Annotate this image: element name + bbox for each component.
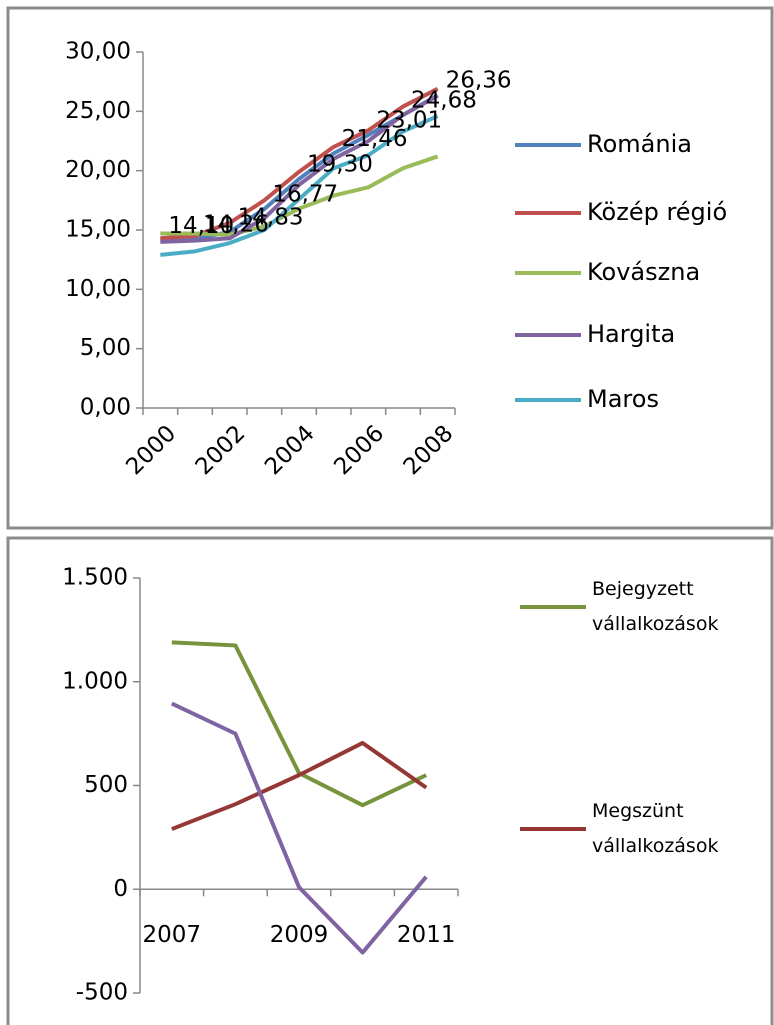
y-tick-label: 0: [113, 876, 128, 902]
legend-item: Bejegyzett vállalkozások: [592, 578, 719, 635]
y-tick-label: 25,00: [65, 98, 131, 124]
series-line: [171, 740, 428, 831]
y-tick-label: 10,00: [65, 276, 131, 302]
y-tick-label: 5,00: [80, 335, 131, 361]
legend-item: Románia: [587, 130, 692, 158]
legend-label: Kovászna: [587, 258, 701, 286]
legend-label: Bejegyzett vállalkozások: [592, 578, 719, 635]
y-tick-label: 15,00: [65, 217, 131, 243]
chart-frame: [6, 536, 774, 1025]
data-label: 14,26: [203, 211, 269, 237]
data-label: 26,36: [446, 68, 512, 94]
legend-item: Kovászna: [587, 258, 701, 286]
y-tick-label: 0,00: [80, 395, 131, 421]
data-label: 19,30: [307, 151, 373, 177]
legend-item: Megszünt vállalkozások: [592, 800, 719, 857]
data-label: 14,83: [238, 205, 304, 231]
data-label: 24,68: [411, 88, 477, 114]
y-tick-label: 1.000: [62, 668, 128, 694]
series-line: [160, 94, 439, 244]
legend-item: Maros: [587, 385, 659, 413]
x-tick-label: 2011: [397, 922, 456, 948]
legend-label: Közép régió: [587, 198, 728, 226]
y-tick-label: 500: [84, 772, 128, 798]
series-line: [170, 701, 428, 955]
legend-label: Maros: [587, 385, 659, 413]
y-tick-label: 30,00: [65, 39, 131, 65]
data-label: 23,01: [376, 107, 442, 133]
y-tick-label: -500: [76, 980, 128, 1006]
y-tick-label: 1.500: [62, 565, 128, 591]
chart-frame: [6, 6, 774, 530]
legend-label: Hargita: [587, 320, 676, 348]
data-label: 14,10: [168, 213, 234, 239]
legend-label: Megszünt vállalkozások: [592, 800, 719, 857]
x-tick-label: 2009: [270, 922, 329, 948]
legend-item: Közép régió: [587, 198, 728, 226]
series-line: [160, 87, 439, 241]
data-label: 16,77: [272, 181, 338, 207]
data-label: 21,46: [342, 126, 408, 152]
series-line: [160, 114, 439, 257]
y-tick-label: 20,00: [65, 157, 131, 183]
series-line: [160, 154, 439, 237]
x-tick-label: 2007: [143, 922, 202, 948]
legend-label: Románia: [587, 130, 692, 158]
legend-item: Hargita: [587, 320, 676, 348]
